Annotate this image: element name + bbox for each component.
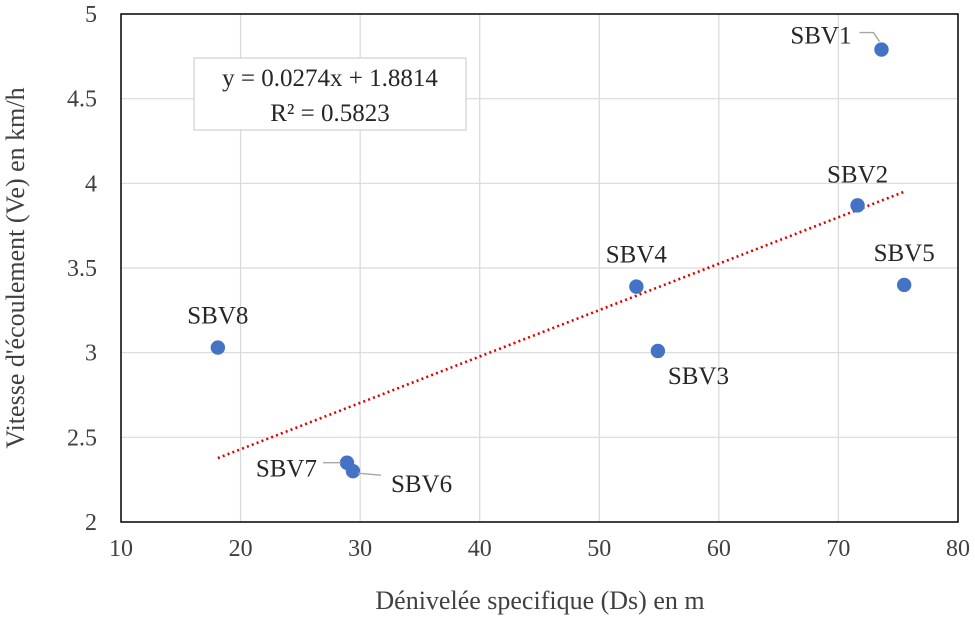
trendline-equation: y = 0.0274x + 1.8814 bbox=[222, 65, 438, 92]
x-tick-label: 40 bbox=[468, 536, 492, 562]
scatter-point bbox=[629, 279, 644, 294]
linear-trendline bbox=[217, 190, 905, 460]
scatter-point bbox=[339, 455, 355, 470]
trendline-layer bbox=[217, 190, 905, 460]
tick-labels: 10 20 30 40 50 60 70 80 2 2.5 3 3.5 4 4.5 5 bbox=[67, 2, 970, 562]
y-tick-label: 4 bbox=[85, 171, 97, 197]
scatter-point bbox=[850, 198, 865, 213]
point-label: SBV4 bbox=[606, 242, 668, 269]
x-tick-label: 50 bbox=[587, 536, 611, 562]
y-tick-label: 3.5 bbox=[67, 256, 97, 282]
scatter-point bbox=[874, 42, 889, 57]
label-leader-line bbox=[859, 31, 881, 42]
x-axis-title: Dénivelée specifique (Ds) en m bbox=[375, 586, 704, 615]
x-tick-label: 20 bbox=[229, 536, 253, 562]
point-label: SBV7 bbox=[256, 456, 317, 483]
point-label: SBV5 bbox=[874, 240, 935, 267]
equation-box: y = 0.0274x + 1.8814 R² = 0.5823 bbox=[193, 57, 467, 131]
y-tick-label: 5 bbox=[85, 2, 97, 28]
x-tick-label: 60 bbox=[707, 536, 731, 562]
point-labels: SBV1 SBV2 SBV3 SBV4 SBV5 SBV6 SBV7 SBV8 bbox=[187, 23, 934, 499]
x-tick-label: 70 bbox=[826, 536, 850, 562]
label-leader-line bbox=[357, 472, 382, 476]
x-tick-label: 10 bbox=[109, 536, 133, 562]
plot-area-frame bbox=[120, 13, 959, 523]
scatter-point bbox=[210, 340, 226, 355]
scatter-point bbox=[650, 343, 666, 359]
y-tick-label: 3 bbox=[85, 341, 97, 367]
x-tick-label: 30 bbox=[348, 536, 372, 562]
point-label: SBV8 bbox=[187, 303, 248, 330]
data-points bbox=[210, 42, 912, 479]
y-axis-title: Vitesse d'écoulement (Ve) en km/h bbox=[1, 87, 30, 448]
y-tick-label: 4.5 bbox=[67, 87, 97, 113]
trendline-r-squared: R² = 0.5823 bbox=[270, 100, 390, 127]
x-tick-label: 80 bbox=[946, 536, 970, 562]
point-label: SBV3 bbox=[668, 363, 729, 390]
y-tick-label: 2.5 bbox=[67, 425, 97, 451]
point-label: SBV1 bbox=[790, 23, 851, 50]
scatter-point bbox=[896, 277, 912, 293]
y-tick-label: 2 bbox=[85, 510, 97, 536]
point-label: SBV6 bbox=[391, 471, 452, 498]
point-label: SBV2 bbox=[827, 161, 888, 188]
